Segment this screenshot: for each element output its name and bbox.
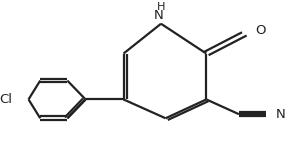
Text: N: N bbox=[153, 9, 163, 22]
Text: N: N bbox=[275, 108, 285, 121]
Text: O: O bbox=[255, 24, 266, 37]
Text: Cl: Cl bbox=[0, 93, 12, 106]
Text: H: H bbox=[157, 2, 165, 12]
